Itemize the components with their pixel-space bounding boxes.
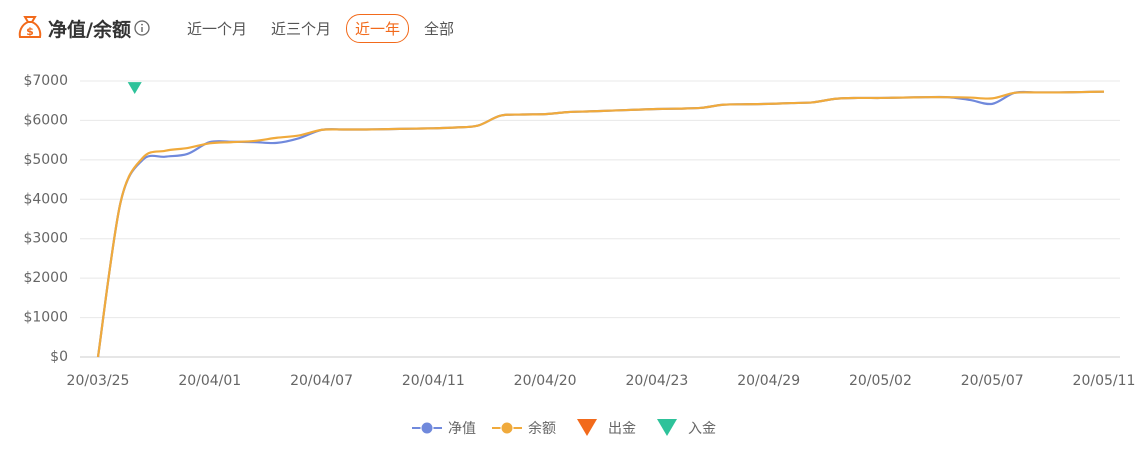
tab[interactable]: 近三个月	[270, 19, 331, 38]
y-tick-label: $1000	[23, 310, 68, 326]
tab[interactable]: 全部	[424, 19, 455, 38]
legend-symbol	[657, 419, 677, 436]
legend-item[interactable]: 出金	[577, 419, 636, 437]
legend-symbol	[420, 421, 434, 435]
header: $ 净值/余额 近一个月 近三个月 近一年 全部	[18, 12, 469, 44]
legend-symbol	[577, 419, 597, 436]
legend-label: 余额	[528, 420, 556, 437]
x-tick-label: 20/05/07	[961, 373, 1024, 389]
y-tick-label: $4000	[23, 191, 68, 207]
legend-label: 出金	[608, 421, 636, 437]
x-tick-label: 20/05/11	[1073, 373, 1136, 389]
x-tick-label: 20/04/23	[625, 373, 688, 389]
tab[interactable]: 近一年	[345, 13, 409, 43]
y-tick-label: $0	[50, 349, 68, 365]
legend-label: 入金	[688, 421, 716, 437]
legend-item[interactable]: 余额	[492, 420, 556, 437]
y-tick-label: $7000	[23, 73, 68, 89]
x-tick-label: 20/04/07	[290, 373, 353, 389]
title: 净值/余额	[48, 18, 131, 41]
x-tick-label: 20/05/02	[849, 373, 912, 389]
legend-item[interactable]: 入金	[657, 419, 716, 437]
data-line	[96, 90, 1105, 358]
svg-text:$: $	[26, 25, 34, 38]
legend-symbol	[500, 421, 514, 435]
legend-label: 净值	[448, 421, 476, 437]
data-line	[96, 90, 1105, 358]
money-bag-icon: $	[18, 16, 42, 38]
x-tick-label: 20/04/01	[178, 373, 241, 389]
y-tick-label: $6000	[23, 112, 68, 128]
x-tick-label: 20/04/29	[737, 373, 800, 389]
x-tick-label: 20/03/25	[67, 373, 130, 389]
x-tick-label: 20/04/20	[514, 373, 577, 389]
info-icon[interactable]	[134, 20, 150, 36]
y-tick-label: $5000	[23, 152, 68, 168]
marker	[127, 82, 142, 95]
y-tick-label: $3000	[23, 231, 68, 247]
x-tick-label: 20/04/11	[402, 373, 465, 389]
tab[interactable]: 近一个月	[186, 19, 247, 38]
legend-item[interactable]: 净值	[412, 421, 476, 437]
y-tick-label: $2000	[23, 270, 68, 286]
